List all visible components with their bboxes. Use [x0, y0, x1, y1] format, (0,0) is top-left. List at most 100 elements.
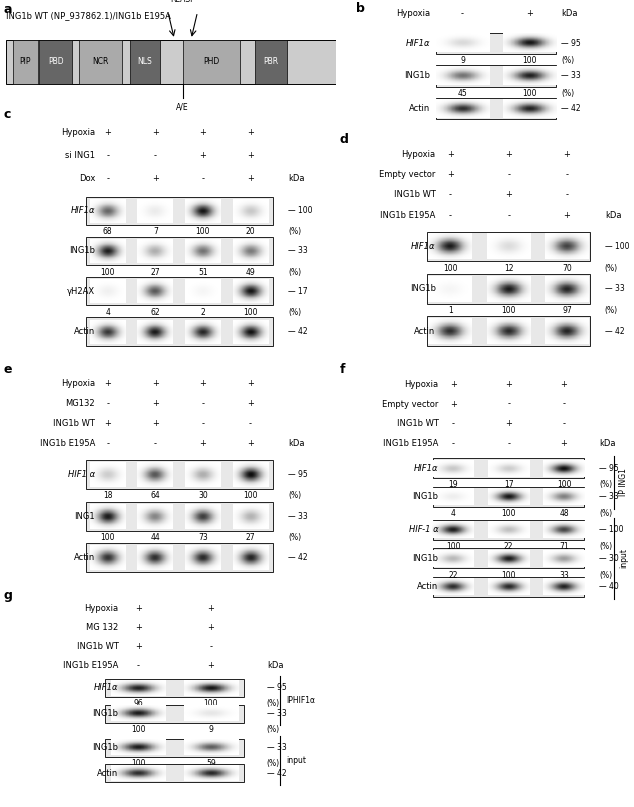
Text: -: - — [451, 420, 455, 429]
Text: +: + — [207, 661, 214, 670]
Text: — 95: — 95 — [599, 463, 619, 473]
Bar — [86, 502, 273, 531]
Text: HIF1α: HIF1α — [94, 684, 119, 692]
Text: 7: 7 — [153, 228, 158, 236]
Text: — 30: — 30 — [599, 554, 619, 563]
Text: (%): (%) — [288, 228, 302, 236]
Text: 4: 4 — [451, 509, 456, 518]
Text: (%): (%) — [599, 542, 612, 551]
Text: 100: 100 — [522, 89, 536, 98]
Text: +: + — [200, 439, 206, 449]
Bar — [256, 40, 287, 84]
Text: 100: 100 — [522, 56, 536, 65]
Text: 100: 100 — [443, 264, 458, 273]
Text: 49: 49 — [245, 268, 256, 277]
Text: — 40: — 40 — [599, 583, 619, 592]
Text: -: - — [507, 211, 510, 220]
Text: 33: 33 — [559, 571, 569, 579]
Text: -: - — [566, 190, 569, 199]
Text: +: + — [207, 623, 214, 632]
Text: NCR: NCR — [92, 57, 108, 66]
Bar — [436, 32, 556, 54]
Text: 51: 51 — [198, 268, 208, 277]
Text: -: - — [461, 10, 464, 19]
Text: kDa: kDa — [561, 10, 578, 19]
Bar — [105, 738, 243, 756]
Text: 19: 19 — [448, 480, 458, 489]
Text: -: - — [449, 190, 452, 199]
Text: (%): (%) — [288, 491, 302, 500]
Text: Actin: Actin — [74, 554, 95, 562]
Text: +: + — [447, 170, 454, 179]
Text: Hypoxia: Hypoxia — [61, 128, 95, 136]
Bar — [183, 40, 240, 84]
Text: (%): (%) — [288, 307, 302, 317]
Text: +: + — [152, 420, 158, 429]
Text: Hypoxia: Hypoxia — [401, 149, 436, 158]
Text: HIF1α: HIF1α — [414, 463, 439, 473]
Text: +: + — [207, 604, 214, 613]
Text: +: + — [450, 399, 456, 408]
Text: ING1b: ING1b — [93, 743, 119, 752]
Text: HIF1α: HIF1α — [70, 206, 95, 215]
Text: ING1b: ING1b — [410, 285, 436, 294]
Text: +: + — [560, 379, 567, 389]
Text: +: + — [526, 10, 533, 19]
Text: si ING1: si ING1 — [65, 151, 95, 160]
Text: γH2AX: γH2AX — [67, 286, 95, 296]
Text: — 95: — 95 — [288, 470, 308, 479]
Text: +: + — [152, 379, 158, 388]
Text: -: - — [507, 399, 510, 408]
Text: -: - — [202, 174, 204, 183]
Bar — [433, 458, 585, 478]
Text: HIF1α: HIF1α — [406, 39, 430, 48]
Text: 100: 100 — [204, 699, 218, 708]
Text: Empty vector: Empty vector — [382, 399, 439, 408]
Text: — 33: — 33 — [267, 709, 287, 718]
Text: +: + — [447, 149, 454, 158]
Text: 100: 100 — [196, 228, 210, 236]
Bar — [86, 197, 273, 225]
Text: +: + — [200, 151, 206, 160]
Text: +: + — [560, 439, 567, 449]
Text: (%): (%) — [267, 759, 280, 767]
Text: 71: 71 — [559, 542, 569, 551]
Text: 100: 100 — [131, 759, 145, 767]
Text: REASP: REASP — [171, 0, 195, 4]
Text: — 95: — 95 — [267, 684, 287, 692]
Text: -: - — [107, 439, 109, 449]
Text: PBD: PBD — [48, 57, 63, 66]
Text: ING1b WT: ING1b WT — [53, 420, 95, 429]
Text: f: f — [339, 362, 345, 375]
Bar — [86, 317, 273, 345]
Text: Actin: Actin — [417, 583, 439, 592]
Bar — [427, 316, 590, 346]
Text: 44: 44 — [150, 533, 160, 542]
Text: PIP: PIP — [20, 57, 31, 66]
Text: +: + — [152, 128, 158, 136]
Text: kDa: kDa — [288, 174, 305, 183]
Text: ING1b: ING1b — [413, 492, 439, 501]
Text: (%): (%) — [599, 509, 612, 518]
Text: 48: 48 — [559, 509, 569, 518]
Text: Actin: Actin — [410, 104, 430, 113]
Text: 100: 100 — [501, 509, 516, 518]
Text: +: + — [505, 190, 512, 199]
Bar — [39, 40, 72, 84]
Bar — [427, 274, 590, 303]
Text: — 42: — 42 — [561, 104, 581, 113]
Text: Actin: Actin — [97, 769, 119, 778]
Text: Dox: Dox — [79, 174, 95, 183]
Text: ING1b E195A: ING1b E195A — [383, 439, 439, 449]
Text: ING1b: ING1b — [413, 554, 439, 563]
Text: 22: 22 — [504, 542, 514, 551]
Text: ING1b E195A: ING1b E195A — [40, 439, 95, 449]
Text: b: b — [356, 2, 365, 15]
Text: -: - — [249, 420, 252, 429]
Text: 97: 97 — [562, 306, 572, 315]
Text: 100: 100 — [501, 306, 516, 315]
Text: -: - — [107, 174, 109, 183]
Text: 18: 18 — [103, 491, 112, 500]
Text: Hypoxia: Hypoxia — [84, 604, 119, 613]
Text: +: + — [105, 128, 111, 136]
